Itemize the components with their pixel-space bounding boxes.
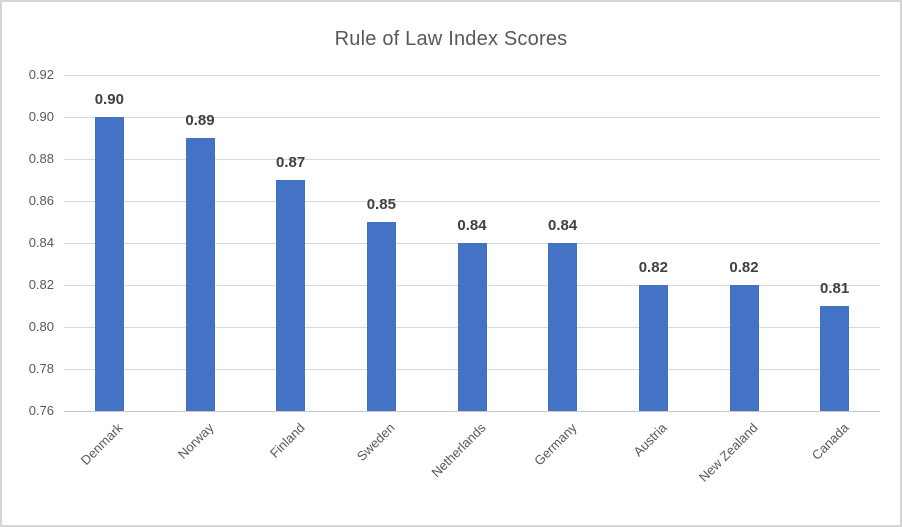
- bar-netherlands: [457, 243, 487, 411]
- bar-canada: [820, 306, 850, 411]
- bar-sweden: [366, 222, 396, 411]
- x-tick-label: Canada: [808, 420, 852, 463]
- bar-value-label: 0.90: [94, 91, 124, 108]
- bar-germany: [548, 243, 578, 411]
- x-tick-label: Germany: [530, 420, 580, 469]
- gridline: [64, 116, 880, 118]
- x-tick-label: New Zealand: [695, 420, 761, 485]
- x-axis-line: [64, 410, 880, 412]
- y-tick-label: 0.76: [28, 403, 54, 418]
- y-tick-label: 0.86: [28, 193, 54, 208]
- bar-new-zealand: [729, 285, 759, 411]
- y-tick-label: 0.84: [28, 235, 54, 250]
- x-tick-label: Denmark: [78, 420, 126, 468]
- bar-value-label: 0.84: [457, 217, 487, 234]
- gridline: [64, 158, 880, 160]
- y-tick-label: 0.80: [28, 319, 54, 334]
- x-tick-label: Norway: [174, 420, 217, 462]
- bar-value-label: 0.84: [548, 217, 578, 234]
- chart-title: Rule of Law Index Scores: [334, 28, 568, 50]
- bar-finland: [276, 180, 306, 411]
- y-tick-label: 0.92: [28, 67, 54, 82]
- bar-norway: [185, 138, 215, 411]
- bar-value-label: 0.82: [638, 259, 668, 276]
- y-tick-label: 0.90: [28, 109, 54, 124]
- x-tick-label: Netherlands: [428, 420, 489, 481]
- gridline: [64, 200, 880, 202]
- y-tick-label: 0.88: [28, 151, 54, 166]
- bar-denmark: [94, 117, 124, 411]
- bar-value-label: 0.87: [276, 154, 306, 171]
- bar-value-label: 0.85: [366, 196, 396, 213]
- x-tick-label: Finland: [266, 420, 308, 461]
- y-tick-label: 0.78: [28, 361, 54, 376]
- gridline: [64, 74, 880, 76]
- bar-value-label: 0.82: [729, 259, 759, 276]
- bar-value-label: 0.81: [820, 280, 850, 297]
- bar-value-label: 0.89: [185, 112, 215, 129]
- y-tick-label: 0.82: [28, 277, 54, 292]
- plot-area: 0.90 0.89 0.87 0.85 0.84 0.84 0.82 0.82 0.81: [64, 74, 880, 412]
- x-tick-label: Austria: [630, 420, 670, 460]
- bar-austria: [638, 285, 668, 411]
- x-tick-label: Sweden: [354, 420, 398, 464]
